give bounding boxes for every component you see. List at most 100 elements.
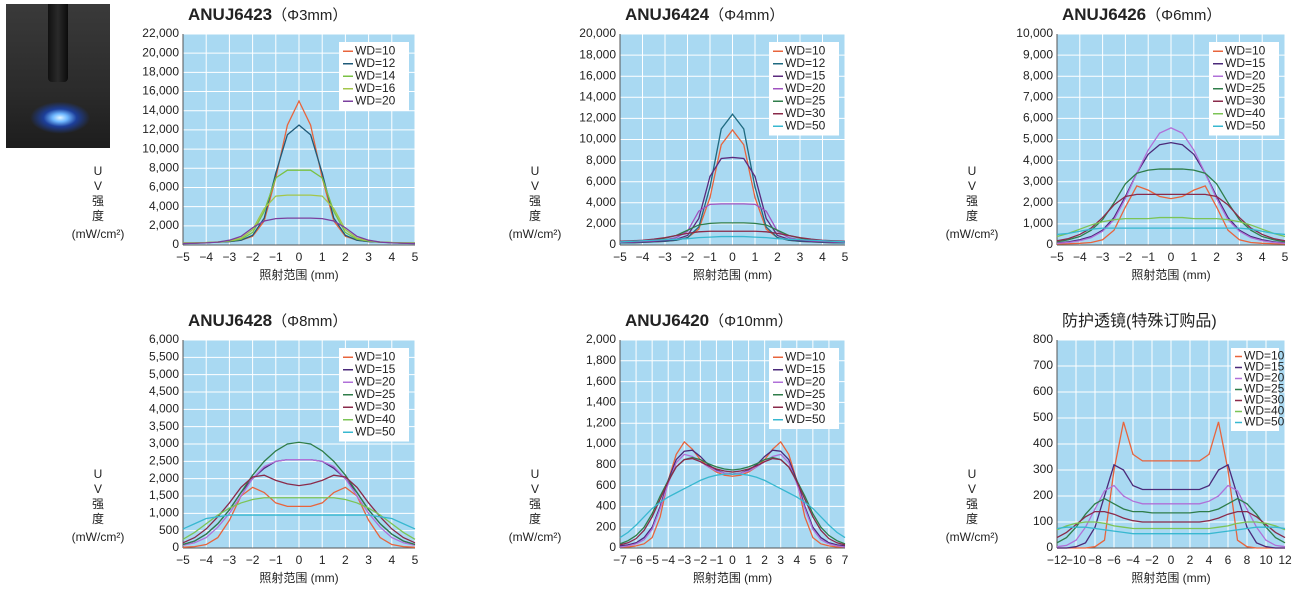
y-axis-label: V xyxy=(968,482,976,496)
x-tick-label: 0 xyxy=(1168,553,1175,567)
title-model: ANUJ6423 xyxy=(188,5,272,24)
x-tick-label: 12 xyxy=(1278,553,1292,567)
x-tick-label: 1 xyxy=(752,250,759,264)
y-axis-label: U xyxy=(531,467,540,481)
x-tick-label: −4 xyxy=(661,553,675,567)
y-tick-label: 5,000 xyxy=(1023,132,1053,146)
y-axis-label: V xyxy=(968,179,976,193)
x-tick-label: −4 xyxy=(1126,553,1140,567)
y-tick-label: 200 xyxy=(596,519,616,533)
y-tick-label: 0 xyxy=(1046,237,1053,251)
title-spec: （Φ10mm） xyxy=(709,313,793,330)
y-axis-label: (mW/cm²) xyxy=(72,227,125,241)
x-tick-label: 0 xyxy=(296,250,303,264)
y-axis-label: 度 xyxy=(966,511,978,526)
legend-label: WD=50 xyxy=(785,412,826,426)
x-axis-label: 照射范围 (mm) xyxy=(259,570,338,585)
y-tick-label: 4,000 xyxy=(586,195,616,209)
title-spec: （Φ6mm） xyxy=(1146,7,1221,24)
x-tick-label: 4 xyxy=(388,250,395,264)
y-tick-label: 1,000 xyxy=(149,506,179,520)
x-tick-label: −2 xyxy=(1119,250,1133,264)
x-tick-label: 3 xyxy=(365,553,372,567)
legend-label: WD=20 xyxy=(355,93,396,107)
y-axis-label: U xyxy=(968,164,977,178)
y-axis-label: 强 xyxy=(966,497,978,511)
x-tick-label: 6 xyxy=(826,553,833,567)
y-tick-label: 10,000 xyxy=(1016,26,1053,40)
y-axis-label: 强 xyxy=(966,194,978,208)
y-tick-label: 8,000 xyxy=(149,160,179,174)
y-tick-label: 6,000 xyxy=(1023,111,1053,125)
y-tick-label: 2,000 xyxy=(586,332,616,346)
chart-title: 防护透镜(特殊订购品) xyxy=(1062,311,1217,330)
y-tick-label: 12,000 xyxy=(142,122,179,136)
legend-label: WD=50 xyxy=(1244,415,1285,429)
y-tick-label: 2,000 xyxy=(1023,195,1053,209)
x-tick-label: −1 xyxy=(703,250,717,264)
y-tick-label: 12,000 xyxy=(579,111,616,125)
y-tick-label: 6,000 xyxy=(149,332,179,346)
x-tick-label: −5 xyxy=(176,250,190,264)
y-tick-label: 4,500 xyxy=(149,384,179,398)
x-tick-label: 0 xyxy=(729,250,736,264)
y-tick-label: 3,000 xyxy=(1023,174,1053,188)
x-axis-label: 照射范围 (mm) xyxy=(693,570,772,585)
y-axis-label: V xyxy=(94,482,102,496)
x-tick-label: −2 xyxy=(246,553,260,567)
y-tick-label: 18,000 xyxy=(579,47,616,61)
x-tick-label: 1 xyxy=(745,553,752,567)
y-axis-label: V xyxy=(531,179,539,193)
x-tick-label: −7 xyxy=(613,553,627,567)
y-axis-label: (mW/cm²) xyxy=(509,227,562,241)
x-tick-label: 0 xyxy=(729,553,736,567)
y-axis-label: 度 xyxy=(92,208,104,223)
x-tick-label: 3 xyxy=(777,553,784,567)
x-tick-label: 2 xyxy=(1187,553,1194,567)
x-tick-label: 6 xyxy=(1225,553,1232,567)
legend-label: WD=50 xyxy=(355,424,396,438)
y-axis-label: 度 xyxy=(529,511,541,526)
y-axis-label: 强 xyxy=(529,497,541,511)
y-tick-label: 5,500 xyxy=(149,350,179,364)
y-tick-label: 1,000 xyxy=(586,436,616,450)
x-tick-label: 1 xyxy=(1190,250,1197,264)
y-axis-label: U xyxy=(968,467,977,481)
title-model: 防护透镜(特殊订购品) xyxy=(1062,311,1217,330)
title-model: ANUJ6424 xyxy=(625,5,710,24)
x-axis-label: 照射范围 (mm) xyxy=(1131,267,1210,282)
x-tick-label: 0 xyxy=(1168,250,1175,264)
x-tick-label: −8 xyxy=(1088,553,1102,567)
x-tick-label: 10 xyxy=(1259,553,1273,567)
y-tick-label: 600 xyxy=(1033,384,1053,398)
y-tick-label: 10,000 xyxy=(142,141,179,155)
x-tick-label: 5 xyxy=(412,250,419,264)
y-tick-label: 2,000 xyxy=(149,218,179,232)
y-tick-label: 1,000 xyxy=(1023,216,1053,230)
x-tick-label: 4 xyxy=(793,553,800,567)
y-tick-label: 1,800 xyxy=(586,353,616,367)
x-tick-label: 2 xyxy=(761,553,768,567)
y-tick-label: 3,500 xyxy=(149,419,179,433)
legend-label: WD=50 xyxy=(785,118,826,132)
x-tick-label: −4 xyxy=(199,250,213,264)
x-tick-label: 2 xyxy=(774,250,781,264)
y-tick-label: 18,000 xyxy=(142,65,179,79)
x-tick-label: −3 xyxy=(677,553,691,567)
x-tick-label: −1 xyxy=(269,250,283,264)
x-tick-label: −12 xyxy=(1047,553,1068,567)
chart: ANUJ6423（Φ3mm）02,0004,0006,0008,00010,00… xyxy=(72,5,419,282)
y-axis-label: 度 xyxy=(529,208,541,223)
y-tick-label: 14,000 xyxy=(579,89,616,103)
x-tick-label: −3 xyxy=(658,250,672,264)
y-tick-label: 7,000 xyxy=(1023,89,1053,103)
y-tick-label: 2,500 xyxy=(149,454,179,468)
y-tick-label: 100 xyxy=(1033,514,1053,528)
y-tick-label: 5,000 xyxy=(149,367,179,381)
y-tick-label: 9,000 xyxy=(1023,47,1053,61)
y-tick-label: 200 xyxy=(1033,488,1053,502)
x-tick-label: −5 xyxy=(176,553,190,567)
title-spec: （Φ3mm） xyxy=(272,7,347,24)
y-tick-label: 600 xyxy=(596,478,616,492)
y-tick-label: 800 xyxy=(596,457,616,471)
